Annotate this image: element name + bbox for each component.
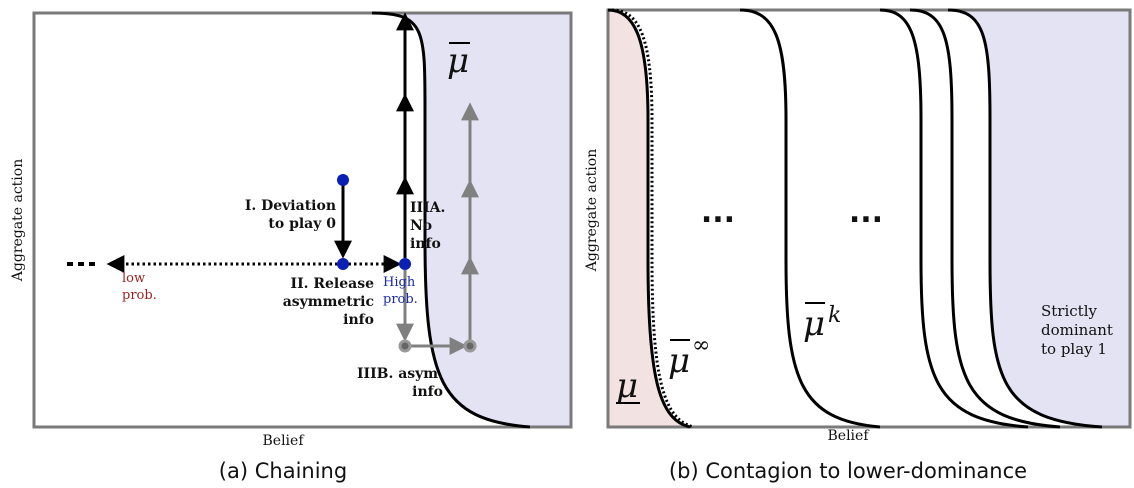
panel-a-step3a-line1: IIIA. xyxy=(410,200,445,216)
panel-a: μ I. Deviation to play 0 II. Release asy… xyxy=(10,11,573,483)
panel-b-lower-region xyxy=(608,10,690,427)
panel-b-k-sup: k xyxy=(828,303,841,328)
panel-b-inf-sup: ∞ xyxy=(692,333,710,358)
panel-b-ellipsis-1: ... xyxy=(701,195,735,230)
panel-a-ylabel: Aggregate action xyxy=(10,159,26,282)
panel-b-caption: (b) Contagion to lower-dominance xyxy=(669,459,1027,483)
panel-b-inf-curve xyxy=(611,8,695,429)
panel-a-mubar-label: μ xyxy=(447,41,469,81)
panel-a-gray-node-2 xyxy=(463,339,477,353)
panel-b-dominant-region xyxy=(948,10,1130,427)
panel-a-caption: (a) Chaining xyxy=(219,459,347,483)
panel-a-release-node xyxy=(337,258,349,270)
panel-b-ylabel: Aggregate action xyxy=(584,149,600,272)
panel-a-high-line2: prob. xyxy=(383,292,418,307)
panel-a-frame xyxy=(32,11,573,429)
panel-a-step2-line3: info xyxy=(343,312,374,328)
panel-b-curve-2 xyxy=(739,8,881,429)
panel-b-dominant-line2: dominant xyxy=(1041,321,1113,339)
panel-b-ellipsis-2: ... xyxy=(849,195,883,230)
panel-b-curve-3 xyxy=(879,8,1029,429)
panel-a-iiib-arrows xyxy=(396,102,479,355)
panel-b-inf-label: μ xyxy=(668,341,690,381)
panel-a-gray-node-1 xyxy=(398,339,412,353)
panel-a-step1-line1: I. Deviation xyxy=(245,198,336,214)
panel-a-step2-line1: II. Release xyxy=(291,276,375,292)
panel-a-high-node xyxy=(399,258,411,270)
panel-b-curve-4 xyxy=(909,8,1061,429)
panel-b-dominant-line1: Strictly xyxy=(1041,302,1097,320)
panel-b-xlabel: Belief xyxy=(828,428,871,444)
panel-b: ... ... μ μ ∞ μ k Strictly dominant to p… xyxy=(584,8,1132,483)
panel-a-xlabel: Belief xyxy=(263,433,306,449)
panel-a-start-node xyxy=(337,174,349,186)
panel-a-high-line1: High xyxy=(383,275,416,290)
panel-b-lower-curve xyxy=(607,8,691,429)
panel-a-step1-line2: to play 0 xyxy=(268,216,336,232)
panel-b-curve-5 xyxy=(947,8,1103,429)
panel-a-step3b-line1: IIIB. asym. xyxy=(357,366,443,382)
panel-a-low-line2: prob. xyxy=(122,288,157,303)
panel-b-k-label: μ xyxy=(803,304,825,344)
panel-b-dominant-line3: to play 1 xyxy=(1041,340,1107,358)
panel-a-step3a-line2: No xyxy=(410,218,432,234)
panel-b-lower-label: μ xyxy=(616,366,638,406)
panel-a-low-line1: low xyxy=(122,271,145,286)
panel-a-step3a-line3: info xyxy=(410,236,441,252)
panel-a-step2-line2: asymmetric xyxy=(283,294,374,310)
panel-a-step3b-line2: info xyxy=(412,384,443,400)
